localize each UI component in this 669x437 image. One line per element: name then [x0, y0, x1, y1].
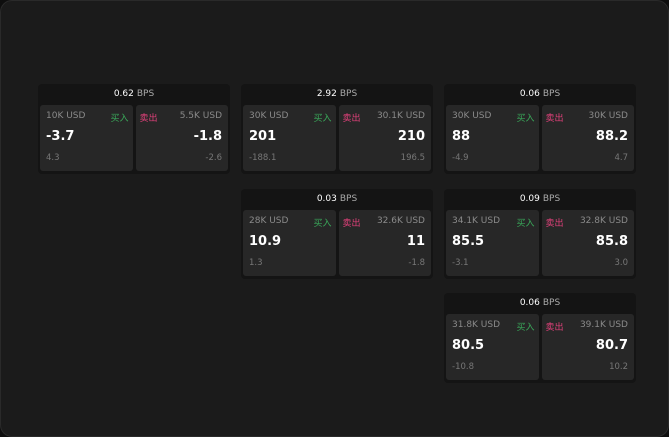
- sell-change: 4.7: [614, 153, 628, 163]
- buy-price: 88: [452, 129, 471, 144]
- spread-header: 0.09 BPS: [444, 189, 636, 210]
- sell-quote[interactable]: 卖出 39.1K USD 80.7 10.2: [541, 314, 634, 380]
- buy-label: 买入: [516, 323, 535, 333]
- sell-change: 10.2: [609, 362, 628, 372]
- spread-value: 0.03: [316, 194, 337, 204]
- sell-label: 卖出: [545, 114, 564, 124]
- sell-label: 卖出: [139, 114, 158, 124]
- sell-label: 卖出: [545, 219, 564, 229]
- sell-quote[interactable]: 卖出 32.8K USD 85.8 3.0: [541, 210, 634, 276]
- quote-card: 0.09 BPS 34.1K USD 买入 85.5 -3.1 卖出 32.8K …: [444, 189, 636, 279]
- buy-quote[interactable]: 30K USD 买入 201 -188.1: [243, 105, 336, 171]
- sell-amount: 32.6K USD: [376, 216, 425, 226]
- spread-header: 2.92 BPS: [241, 84, 433, 105]
- quote-card: 0.62 BPS 10K USD 买入 -3.7 4.3 卖出 5.5K USD …: [38, 84, 230, 174]
- spread-unit: BPS: [542, 89, 561, 99]
- quote-card: 0.03 BPS 28K USD 买入 10.9 1.3 卖出 32.6K USD…: [241, 189, 433, 279]
- buy-price: -3.7: [46, 129, 75, 144]
- buy-amount: 28K USD: [249, 216, 289, 226]
- buy-price: 80.5: [452, 338, 485, 353]
- buy-change: 4.3: [46, 153, 60, 163]
- buy-quote[interactable]: 28K USD 买入 10.9 1.3: [243, 210, 336, 276]
- sell-price: 11: [406, 234, 425, 249]
- sell-amount: 5.5K USD: [179, 111, 222, 121]
- sell-change: 3.0: [614, 258, 628, 268]
- buy-amount: 30K USD: [452, 111, 492, 121]
- spread-unit: BPS: [136, 89, 155, 99]
- buy-quote[interactable]: 34.1K USD 买入 85.5 -3.1: [446, 210, 539, 276]
- sell-amount: 30.1K USD: [376, 111, 425, 121]
- sell-change: -1.8: [408, 258, 425, 268]
- buy-label: 买入: [516, 114, 535, 124]
- sell-label: 卖出: [342, 114, 361, 124]
- buy-label: 买入: [110, 114, 129, 124]
- sell-price: -1.8: [193, 129, 222, 144]
- sell-label: 卖出: [342, 219, 361, 229]
- spread-unit: BPS: [339, 194, 358, 204]
- buy-amount: 34.1K USD: [452, 216, 501, 226]
- sell-price: 88.2: [595, 129, 628, 144]
- buy-change: -188.1: [249, 153, 277, 163]
- spread-value: 0.06: [519, 89, 540, 99]
- sell-price: 85.8: [595, 234, 628, 249]
- sell-quote[interactable]: 卖出 30K USD 88.2 4.7: [541, 105, 634, 171]
- buy-change: -10.8: [452, 362, 474, 372]
- spread-header: 0.06 BPS: [444, 293, 636, 314]
- sell-label: 卖出: [545, 323, 564, 333]
- spread-unit: BPS: [339, 89, 358, 99]
- sell-amount: 32.8K USD: [579, 216, 628, 226]
- buy-change: -4.9: [452, 153, 469, 163]
- spread-value: 0.62: [113, 89, 134, 99]
- buy-price: 201: [249, 129, 277, 144]
- sell-quote[interactable]: 卖出 5.5K USD -1.8 -2.6: [135, 105, 228, 171]
- buy-label: 买入: [313, 114, 332, 124]
- spread-header: 0.62 BPS: [38, 84, 230, 105]
- buy-quote[interactable]: 31.8K USD 买入 80.5 -10.8: [446, 314, 539, 380]
- spread-value: 0.06: [519, 298, 540, 308]
- sell-price: 80.7: [595, 338, 628, 353]
- quote-card: 2.92 BPS 30K USD 买入 201 -188.1 卖出 30.1K U…: [241, 84, 433, 174]
- spread-unit: BPS: [542, 298, 561, 308]
- buy-price: 10.9: [249, 234, 282, 249]
- spread-header: 0.06 BPS: [444, 84, 636, 105]
- buy-label: 买入: [516, 219, 535, 229]
- spread-header: 0.03 BPS: [241, 189, 433, 210]
- sell-quote[interactable]: 卖出 32.6K USD 11 -1.8: [338, 210, 431, 276]
- spread-unit: BPS: [542, 194, 561, 204]
- buy-amount: 31.8K USD: [452, 320, 501, 330]
- sell-quote[interactable]: 卖出 30.1K USD 210 196.5: [338, 105, 431, 171]
- buy-amount: 10K USD: [46, 111, 86, 121]
- spread-value: 2.92: [316, 89, 337, 99]
- quote-card: 0.06 BPS 30K USD 买入 88 -4.9 卖出 30K USD 88…: [444, 84, 636, 174]
- spread-value: 0.09: [519, 194, 540, 204]
- buy-change: -3.1: [452, 258, 469, 268]
- sell-amount: 39.1K USD: [579, 320, 628, 330]
- buy-change: 1.3: [249, 258, 263, 268]
- buy-price: 85.5: [452, 234, 485, 249]
- sell-price: 210: [397, 129, 425, 144]
- buy-label: 买入: [313, 219, 332, 229]
- sell-change: -2.6: [205, 153, 222, 163]
- sell-change: 196.5: [400, 153, 425, 163]
- quote-card: 0.06 BPS 31.8K USD 买入 80.5 -10.8 卖出 39.1K…: [444, 293, 636, 383]
- buy-quote[interactable]: 30K USD 买入 88 -4.9: [446, 105, 539, 171]
- sell-amount: 30K USD: [588, 111, 628, 121]
- buy-amount: 30K USD: [249, 111, 289, 121]
- buy-quote[interactable]: 10K USD 买入 -3.7 4.3: [40, 105, 133, 171]
